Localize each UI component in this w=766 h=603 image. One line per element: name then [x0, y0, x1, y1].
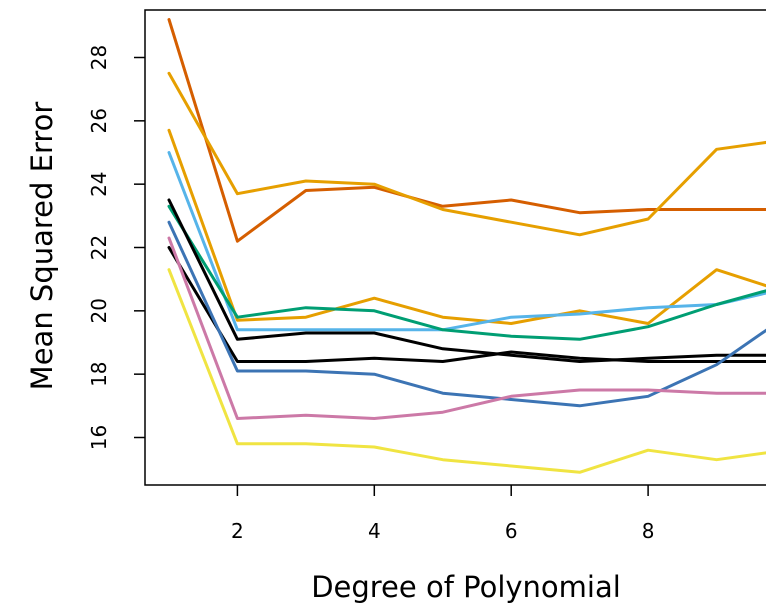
y-tick-label: 26: [87, 108, 111, 133]
y-tick-label: 24: [87, 171, 111, 196]
y-axis-title: Mean Squared Error: [25, 102, 59, 391]
y-tick-label: 28: [87, 45, 111, 70]
x-tick-label: 8: [642, 519, 655, 543]
y-tick-label: 20: [87, 298, 111, 323]
x-axis-title: Degree of Polynomial: [311, 570, 621, 603]
y-tick-label: 16: [87, 425, 111, 450]
x-tick-label: 2: [231, 519, 244, 543]
x-tick-label: 6: [505, 519, 518, 543]
y-tick-label: 18: [87, 361, 111, 386]
x-tick-label: 4: [368, 519, 381, 543]
y-tick-label: 22: [87, 235, 111, 260]
